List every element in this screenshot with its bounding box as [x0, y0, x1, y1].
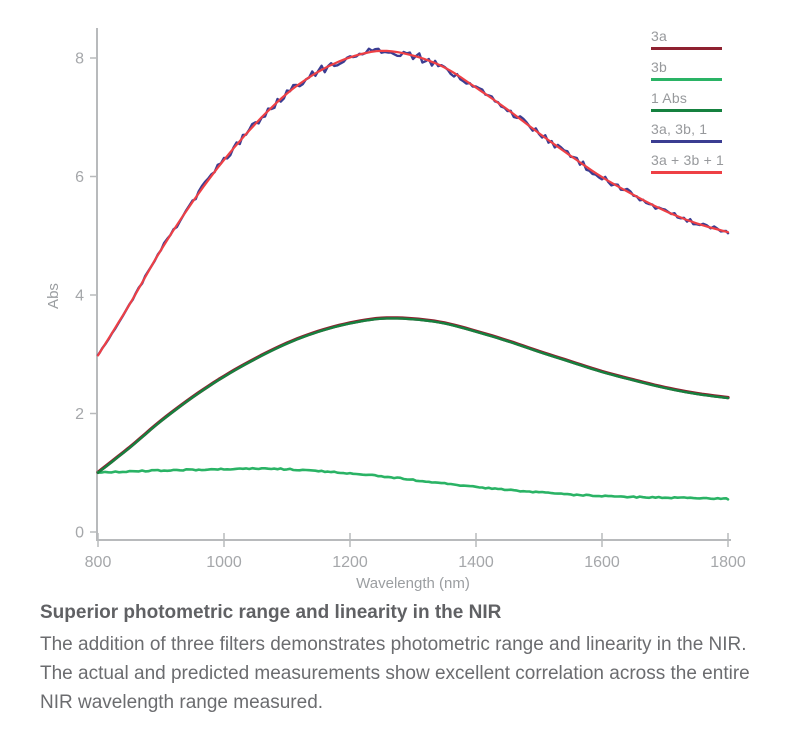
series-line-3a: [96, 316, 730, 474]
figure-caption: Superior photometric range and linearity…: [40, 599, 755, 717]
legend-swatch-line: [651, 140, 722, 143]
x-tick-label: 1400: [458, 554, 494, 571]
y-tick-label: 6: [75, 169, 84, 186]
legend-swatch-line: [651, 171, 722, 174]
x-tick-label: 1600: [584, 554, 620, 571]
legend-label: 3b: [651, 59, 667, 75]
y-tick-label: 8: [75, 51, 84, 68]
legend-item: 1 Abs: [651, 90, 761, 112]
y-tick-label: 2: [75, 406, 84, 423]
caption-body: The addition of three filters demonstrat…: [40, 634, 750, 713]
legend-swatch-line: [651, 109, 722, 112]
y-tick-label: 4: [75, 288, 84, 305]
chart-series: [96, 47, 730, 501]
legend-item: 3a + 3b + 1: [651, 152, 761, 174]
legend-label: 3a, 3b, 1: [651, 121, 708, 137]
legend-item: 3b: [651, 59, 761, 81]
caption-title: Superior photometric range and linearity…: [40, 602, 502, 623]
legend-item: 3a, 3b, 1: [651, 121, 761, 143]
y-axis-title: Abs: [45, 283, 62, 309]
x-tick-label: 1800: [710, 554, 746, 571]
chart-legend: 3a 3b 1 Abs 3a, 3b, 1 3a + 3b + 1: [651, 28, 761, 183]
y-tick-label: 0: [75, 525, 84, 542]
x-tick-label: 1000: [206, 554, 242, 571]
legend-swatch-line: [651, 47, 722, 50]
legend-swatch-line: [651, 78, 722, 81]
legend-label: 3a: [651, 28, 667, 44]
x-tick-label: 1200: [332, 554, 368, 571]
chart-svg: 0 2 4 6 8 800 1000 1200 1400 1600 1800 Abs Wavelen…: [45, 28, 746, 592]
nir-absorbance-chart: 0 2 4 6 8 800 1000 1200 1400 1600 1800 Abs Wavelen…: [45, 28, 761, 592]
x-tick-label: 800: [85, 554, 112, 571]
legend-item: 3a: [651, 28, 761, 50]
series-line-3b: [96, 466, 730, 501]
legend-label: 1 Abs: [651, 90, 688, 106]
x-axis-title: Wavelength (nm): [356, 575, 470, 592]
chart-axes: 0 2 4 6 8 800 1000 1200 1400 1600 1800: [75, 28, 746, 571]
series-line-1-abs: [96, 317, 730, 474]
legend-label: 3a + 3b + 1: [651, 152, 725, 168]
series-line-3a-3b-1: [96, 49, 730, 357]
